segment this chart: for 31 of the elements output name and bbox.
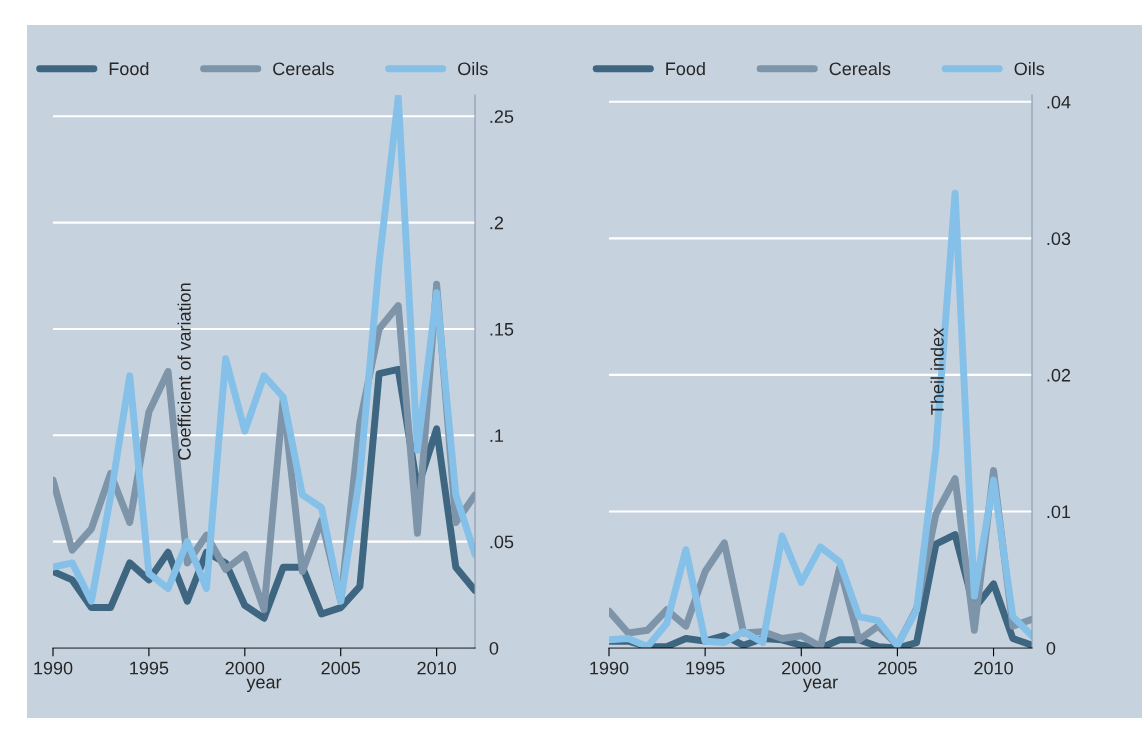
y-tick-label: .2 [490,216,504,230]
x-tick-label: 2005 [321,661,361,675]
x-tick-label: 1995 [130,661,169,675]
x-tick-label: 1990 [590,661,629,675]
legend-label: Oils [458,61,488,76]
y-tick-label: .04 [1047,95,1071,109]
legend-label: Food [109,61,149,76]
y-tick-label: .03 [1047,232,1071,246]
y-tick-label: .02 [1047,368,1071,382]
y-tick-label: .05 [490,535,514,549]
x-axis-title: year [246,678,282,693]
legend-label: Cereals [273,61,334,76]
x-tick-label: 2000 [225,661,265,675]
y-tick-label: .25 [490,110,514,123]
y-tick-label: 0 [1046,641,1056,655]
x-axis-title: year [802,678,838,693]
x-tick-label: 1990 [34,661,73,675]
legend-label: Food [666,61,705,76]
legend-label: Cereals [829,61,891,76]
x-tick-label: 1995 [686,661,725,675]
y-axis-title: Theil index [930,328,944,415]
x-tick-label: 2010 [417,661,457,675]
y-tick-label: .01 [1047,505,1071,519]
legend-label: Oils [1014,61,1045,76]
y-tick-label: .1 [490,429,504,442]
x-tick-label: 2005 [878,661,917,675]
y-tick-label: .15 [490,323,514,336]
y-axis-title: Coefficient of variation [177,283,191,460]
x-tick-label: 2010 [974,661,1013,675]
x-tick-label: 2000 [782,661,821,675]
y-tick-label: 0 [489,641,499,655]
